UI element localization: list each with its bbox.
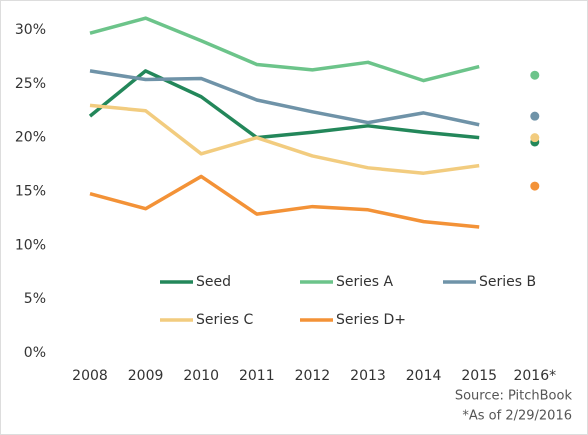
y-tick-label: 0% [24, 345, 46, 361]
y-tick-label: 20% [15, 130, 46, 146]
note: *As of 2/29/2016 [462, 409, 572, 424]
series-point [530, 181, 540, 191]
series-point [530, 111, 540, 121]
series-point [530, 70, 540, 80]
y-tick-label: 5% [24, 291, 46, 307]
series-line [88, 69, 480, 140]
x-tick-label: 2012 [295, 368, 331, 384]
x-tick-label: 2009 [128, 368, 164, 384]
x-tick-label: 2011 [239, 368, 275, 384]
legend-label: Series C [196, 312, 254, 328]
series-line [89, 174, 480, 229]
legend-label: Series D+ [336, 312, 406, 328]
x-tick-label: 2015 [461, 368, 497, 384]
legend-label: Series A [336, 274, 394, 290]
legend-label: Seed [196, 274, 231, 290]
x-tick-label: 2014 [406, 368, 442, 384]
x-tick-label: 2013 [350, 368, 386, 384]
y-tick-label: 30% [15, 22, 46, 38]
series-line [89, 69, 480, 127]
x-tick-label: 2016* [513, 368, 556, 384]
x-tick-label: 2008 [72, 368, 108, 384]
source: Source: PitchBook [455, 389, 573, 404]
series-point [530, 133, 540, 143]
legend-label: Series B [479, 274, 536, 290]
series-line [89, 103, 480, 175]
y-tick-label: 10% [15, 237, 46, 253]
y-tick-label: 25% [15, 76, 46, 92]
x-tick-label: 2010 [183, 368, 219, 384]
y-tick-label: 15% [15, 184, 46, 200]
series-line [89, 16, 480, 83]
